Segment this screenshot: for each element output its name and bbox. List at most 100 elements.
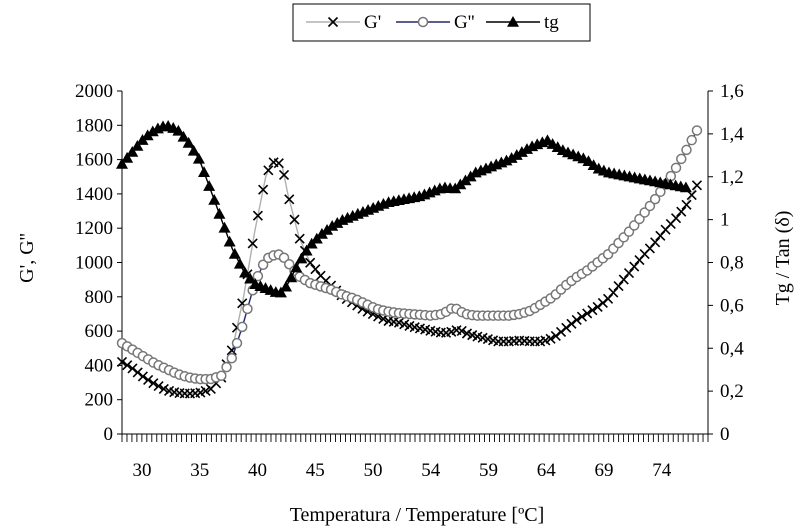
- data-point: [520, 143, 533, 154]
- data-point: [132, 367, 143, 378]
- legend-label: G': [364, 12, 381, 33]
- data-point: [192, 152, 205, 164]
- data-point: [670, 213, 682, 224]
- x-tick-label: 59: [479, 460, 498, 481]
- data-point: [285, 271, 298, 283]
- data-point: [650, 237, 661, 248]
- data-point: [126, 145, 139, 157]
- data-point: [247, 238, 258, 249]
- y-right-tick-label: 0: [720, 424, 730, 445]
- legend-label: G'': [454, 12, 475, 33]
- data-point: [200, 385, 211, 396]
- y-left-tick-label: 400: [85, 355, 114, 376]
- data-point: [226, 352, 238, 364]
- data-point: [121, 151, 134, 163]
- data-point: [216, 370, 227, 382]
- data-point: [681, 144, 692, 156]
- data-point: [582, 308, 593, 319]
- data-point: [280, 280, 293, 292]
- data-point: [613, 280, 624, 292]
- data-point: [153, 381, 164, 392]
- data-point: [550, 330, 561, 341]
- data-point: [278, 169, 290, 181]
- y-left-tick-label: 200: [85, 390, 114, 411]
- data-point: [571, 314, 582, 326]
- data-point: [676, 153, 687, 165]
- x-tick-label: 64: [537, 460, 557, 481]
- legend-item: G'': [396, 12, 475, 33]
- data-point: [300, 244, 313, 256]
- data-point: [507, 16, 519, 27]
- data-point: [555, 326, 567, 337]
- data-point: [122, 360, 133, 371]
- data-point: [587, 305, 598, 316]
- y-left-tick-label: 1200: [75, 218, 113, 239]
- y-right-tick-label: 1,4: [720, 124, 744, 145]
- data-point: [561, 322, 572, 333]
- y-left-tick-label: 2000: [75, 81, 113, 102]
- data-point: [228, 247, 241, 259]
- y-right-tick-label: 0,2: [720, 381, 744, 402]
- data-point: [295, 252, 308, 264]
- y-right-tick-label: 0,4: [720, 338, 744, 359]
- data-point: [305, 257, 316, 268]
- data-point: [231, 337, 243, 349]
- data-point: [187, 144, 200, 156]
- data-point: [208, 193, 221, 205]
- data-point: [327, 16, 339, 28]
- data-point: [172, 124, 185, 136]
- data-point: [505, 152, 518, 163]
- data-point: [417, 16, 429, 28]
- data-point: [644, 200, 656, 212]
- x-axis-title: Temperatura / Temperature [ºC]: [290, 504, 545, 526]
- legend-item: G': [306, 12, 381, 33]
- y-right-tick-label: 1,2: [720, 167, 744, 188]
- y-right-tick-label: 0,8: [720, 253, 744, 274]
- data-point: [252, 210, 263, 221]
- x-tick-label: 30: [133, 460, 152, 481]
- data-point: [274, 286, 287, 298]
- data-point: [127, 363, 138, 374]
- data-point: [681, 199, 692, 210]
- data-point: [257, 259, 269, 270]
- x-tick-label: 54: [421, 460, 441, 481]
- data-point: [137, 371, 148, 382]
- data-point: [670, 162, 682, 174]
- data-point: [691, 180, 703, 191]
- x-tick-label: 69: [595, 460, 614, 481]
- data-point: [198, 166, 211, 177]
- legend-label: tg: [544, 12, 559, 33]
- y-left-tick-label: 800: [85, 287, 114, 308]
- data-point: [623, 268, 635, 279]
- data-point: [310, 264, 321, 275]
- legend-item: tg: [486, 12, 559, 33]
- data-point: [148, 378, 159, 389]
- data-point: [618, 274, 629, 285]
- data-point: [676, 206, 687, 217]
- x-tick-label: 40: [248, 460, 267, 481]
- y-left-tick-label: 1800: [75, 115, 113, 136]
- data-point: [242, 303, 253, 315]
- y-right-tick-label: 0,6: [720, 295, 744, 316]
- data-point: [239, 266, 252, 278]
- data-point: [679, 181, 692, 193]
- legend: G' G'' tg: [292, 3, 591, 42]
- data-point: [649, 193, 661, 205]
- series-2: [116, 125, 703, 385]
- axes: 0 200 400 600 800 1000 1200 1400 1600 1800 2000 0 0,…: [75, 81, 744, 481]
- x-tick-label: 45: [306, 460, 325, 481]
- data-point: [331, 217, 344, 228]
- data-point: [131, 139, 144, 151]
- data-point: [629, 261, 640, 272]
- data-point: [146, 125, 159, 137]
- data-point: [326, 219, 339, 231]
- y-axis-right-title: Tg / Tan (δ): [772, 211, 794, 306]
- y-right-tick-label: 1,6: [720, 81, 744, 102]
- data-point: [213, 207, 226, 219]
- x-tick-label: 50: [364, 460, 383, 481]
- data-point: [203, 180, 216, 191]
- y-axis-left-title: G', G'': [16, 233, 38, 283]
- data-point: [686, 134, 697, 146]
- data-point: [236, 321, 248, 333]
